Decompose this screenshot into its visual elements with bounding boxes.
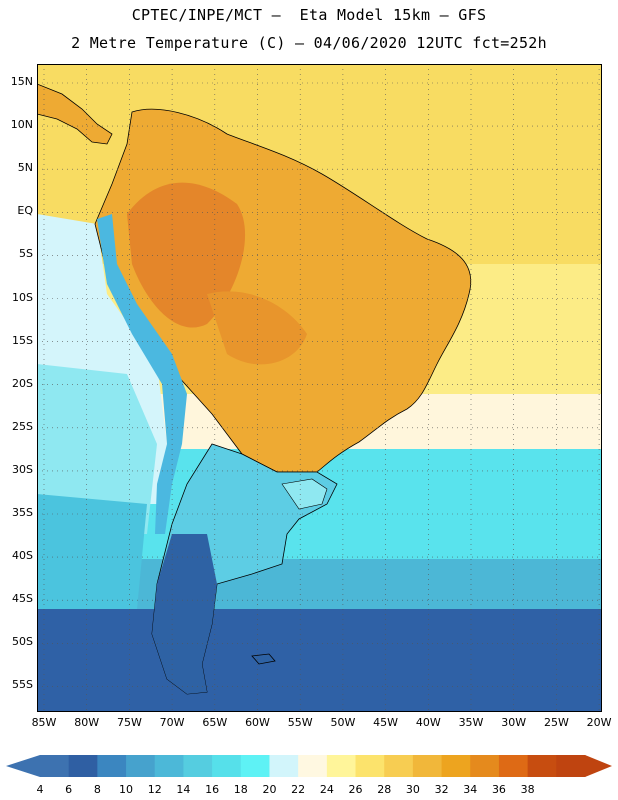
lat-label: 35S	[12, 506, 33, 519]
colorbar-tick-label: 16	[205, 783, 220, 796]
lon-label: 65W	[202, 716, 228, 729]
andes-strip	[97, 214, 187, 534]
colorbar-swatch	[240, 755, 270, 777]
colorbar-swatch	[298, 755, 328, 777]
lon-label: 75W	[116, 716, 142, 729]
amazon-hot-region	[127, 182, 246, 328]
lon-label: 45W	[373, 716, 399, 729]
lon-label: 25W	[543, 716, 569, 729]
lat-label: 50S	[12, 635, 33, 649]
colorbar-swatch	[498, 755, 529, 777]
colorbar-tick-label: 8	[93, 783, 101, 796]
colorbar-tick-label: 22	[291, 783, 306, 796]
map-border	[37, 64, 602, 712]
lat-label: 5N	[17, 161, 33, 175]
colorbar-swatch	[556, 755, 586, 777]
lat-label: 5S	[19, 247, 33, 261]
lon-label: 60W	[245, 716, 270, 729]
colorbar-tick-label: 36	[491, 783, 506, 796]
colorbar-tick-label: 26	[348, 783, 363, 796]
lon-label: 85W	[31, 716, 57, 729]
colorbar-swatch	[154, 755, 184, 777]
colorbar-left-arrow	[6, 755, 40, 777]
colorbar-tick-label: 24	[319, 783, 334, 796]
lat-label: 55S	[12, 678, 33, 692]
colorbar-tick-label: 6	[65, 783, 73, 796]
colorbar-swatch	[126, 755, 156, 777]
map-panel	[37, 64, 602, 712]
colorbar-swatch	[470, 755, 500, 777]
colorbar-swatch	[326, 755, 357, 777]
lat-label: EQ	[17, 204, 33, 218]
uruguay-region	[281, 478, 328, 510]
colorbar-tick-label: 28	[377, 783, 392, 796]
colorbar-swatch	[527, 755, 557, 777]
lon-label: 80W	[74, 716, 100, 729]
lat-label: 20S	[12, 376, 33, 390]
chart-subtitle: 2 Metre Temperature (C) – 04/06/2020 12U…	[71, 34, 547, 52]
colorbar-swatch	[441, 755, 471, 777]
lon-label: 40W	[415, 716, 441, 729]
colorbar-tick-label: 30	[405, 783, 420, 796]
lat-label: 25S	[12, 419, 33, 433]
lat-label: 10S	[12, 290, 33, 304]
colorbar-right-arrow	[585, 755, 612, 777]
lon-label: 70W	[159, 716, 185, 729]
colorbar	[6, 755, 612, 777]
colorbar-swatch	[412, 755, 443, 777]
lon-label: 20W	[586, 716, 612, 729]
colorbar-swatch	[40, 755, 70, 777]
colorbar-tick-label: 18	[233, 783, 248, 796]
lat-label: 15N	[10, 75, 33, 88]
chart-title: CPTEC/INPE/MCT – Eta Model 15km – GFS	[131, 6, 487, 24]
colorbar-tick-label: 12	[147, 783, 162, 796]
falkland-islands	[251, 653, 276, 665]
lon-label: 35W	[458, 716, 484, 729]
colorbar-swatch	[269, 755, 299, 777]
colorbar-swatch	[212, 755, 242, 777]
colorbar-tick-label: 4	[36, 783, 44, 796]
lat-label: 15S	[12, 333, 33, 347]
lat-label: 45S	[12, 592, 33, 606]
lon-label: 55W	[287, 716, 313, 729]
colorbar-tick-label: 10	[119, 783, 134, 796]
pacific-cold-region	[37, 494, 147, 609]
colorbar-tick-label: 32	[434, 783, 449, 796]
colorbar-tick-label: 38	[520, 783, 535, 796]
colorbar-swatch	[384, 755, 414, 777]
lat-label: 30S	[12, 462, 33, 476]
colorbar-swatch	[68, 755, 98, 777]
lat-label: 10N	[10, 118, 33, 132]
central-hot-region	[207, 291, 307, 365]
colorbar-swatch	[355, 755, 385, 777]
colorbar-swatch	[97, 755, 127, 777]
colorbar-tick-label: 34	[463, 783, 478, 796]
ocean-deep-band	[37, 609, 602, 712]
lon-label: 30W	[501, 716, 527, 729]
patagonia-cold	[152, 534, 217, 694]
temperature-map	[37, 64, 602, 712]
pacific-mid-region	[37, 364, 157, 534]
lon-label: 50W	[330, 716, 356, 729]
colorbar-swatch	[183, 755, 213, 777]
lat-label: 40S	[12, 549, 33, 563]
colorbar-tick-label: 20	[262, 783, 277, 796]
central-america	[37, 83, 113, 145]
colorbar-tick-label: 14	[176, 783, 191, 796]
